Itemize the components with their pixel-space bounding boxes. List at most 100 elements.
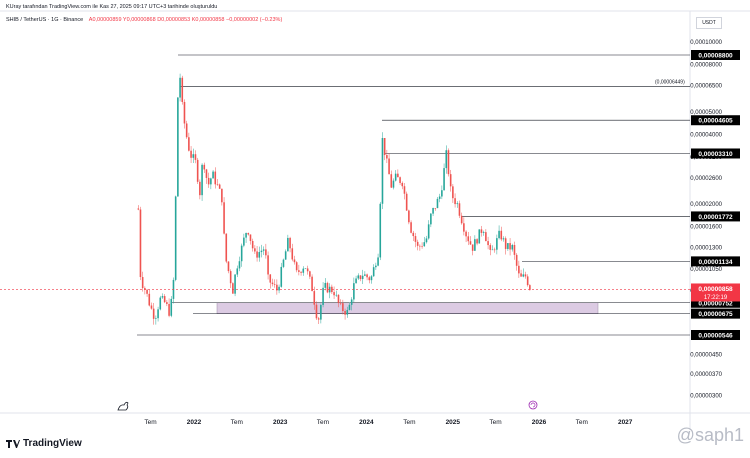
candle-body [201,164,203,196]
currency-button[interactable]: USDT [696,17,722,29]
y-tick-label: 0,00006500 [690,84,722,90]
candle-body [478,229,481,244]
candle-body [408,210,410,223]
candle-body [287,237,289,252]
candle-body [203,164,206,170]
candle-body [467,236,470,242]
x-tick-label: 2026 [532,419,547,426]
y-tick-label: 0,00000370 [690,372,722,378]
candle-body [423,242,426,247]
candle-body [339,302,342,304]
candle-body [291,248,294,260]
candle-body [441,190,443,197]
y-tick-label: 0,00004000 [690,132,722,138]
candle-body [276,284,278,291]
tradingview-logo[interactable]: TradingView [6,438,82,449]
candle-body [529,285,531,290]
candle-body [183,101,186,124]
candle-body [335,294,338,296]
candle-body [190,150,192,158]
candle-body [137,208,140,210]
candle-body [267,255,269,275]
candle-body [515,254,518,266]
level-label-box [691,308,740,319]
candle-body [254,248,256,252]
candle-body [333,292,335,296]
level-label-box [691,211,740,222]
candle-body [375,265,377,268]
candle-body [199,181,201,196]
candle-body [383,138,386,156]
candle-body [157,309,159,319]
candle-body [412,232,415,237]
candle-body [315,304,318,319]
y-tick-label: 0,00002600 [690,176,722,182]
tradingview-logo-icon [6,439,20,448]
candle-body [474,239,476,251]
candle-body [273,284,276,285]
candle-body [317,318,320,320]
candle-body [218,184,221,189]
candle-body [161,296,164,298]
candle-body [425,238,428,243]
candle-body [196,159,199,182]
symbol-label[interactable]: SHIB / TetherUS · 1G · Binance [6,17,84,23]
x-tick-label: Tem [144,419,156,426]
candle-body [430,213,432,225]
y-tick-label: 0,00001600 [690,225,722,231]
candle-body [524,274,527,277]
candle-body [452,186,454,199]
level-label-box [691,50,740,60]
candle-body [223,202,225,234]
candle-body [159,297,162,310]
level-label: 0,00003310 [698,151,733,158]
candle-body [240,245,243,262]
x-tick-label: 2023 [273,419,288,426]
candle-body [518,265,520,274]
candle-body [251,240,254,249]
y-tick-label: 0,00001050 [690,267,722,273]
support-zone [216,302,599,314]
countdown-label: 17:22:19 [704,295,728,301]
candle-body [309,271,311,277]
candle-body [469,241,472,245]
candle-body [443,168,445,191]
candle-body [284,251,287,260]
candle-body [163,296,166,303]
candle-body [313,291,316,305]
candle-body [460,215,463,224]
candle-body [350,299,353,305]
candle-body [322,287,324,305]
candle-body [458,203,461,216]
candle-body [427,224,430,239]
level-label-box [691,297,740,308]
attribution-text: KUray tarafından TradingView.com ile Kas… [6,4,218,10]
candle-body [421,246,423,247]
candle-body [491,249,494,251]
x-tick-label: Tem [317,419,329,426]
candle-body [344,311,346,315]
candle-body [214,171,217,185]
candle-body [278,286,280,291]
candle-body [150,305,153,309]
level-label-box [691,256,740,267]
candle-body [168,303,170,316]
candle-body [227,261,230,272]
candle-body [326,282,329,293]
candle-body [247,232,250,235]
candle-body [192,154,195,158]
candle-body [346,309,349,315]
candle-body [372,267,375,277]
candle-body [436,198,439,209]
candle-body [480,229,483,233]
level-lines [137,54,690,336]
candle-body [377,257,379,266]
x-tick-label: 2027 [618,419,633,426]
candle-body [331,286,333,293]
candle-body [212,171,214,179]
y-tick-label: 0,00001300 [690,246,722,252]
candle-body [146,289,148,294]
candle-body [388,158,390,175]
candle-body [306,268,309,272]
